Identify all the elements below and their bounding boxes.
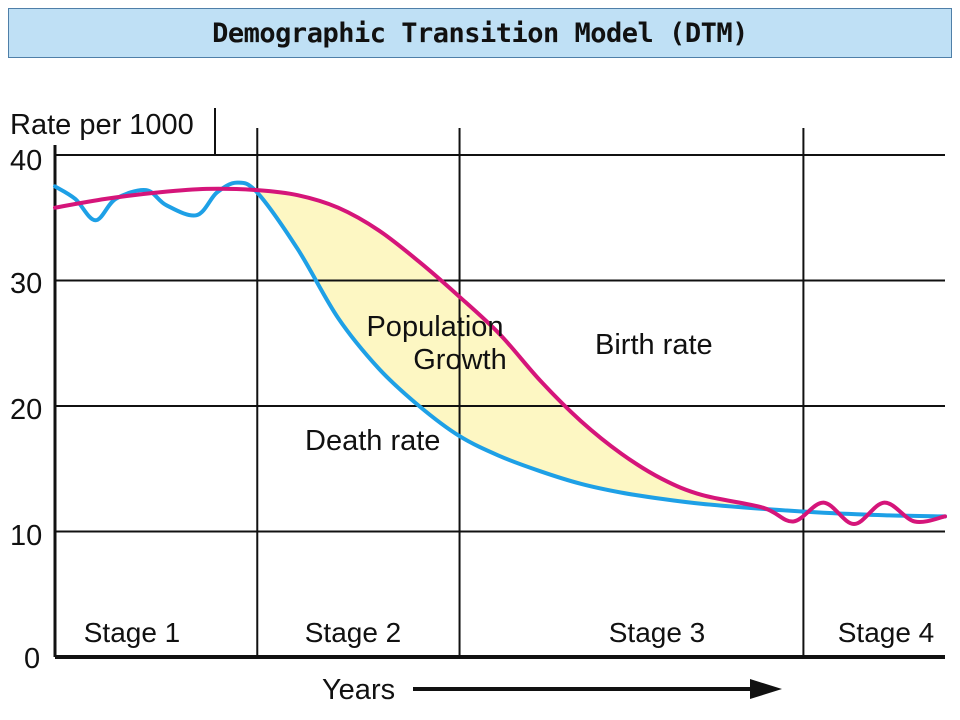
birth-rate-label: Birth rate [595, 329, 713, 361]
death-rate-line [53, 180, 947, 519]
y-tick-label: 30 [10, 268, 42, 300]
title-banner: Demographic Transition Model (DTM) [8, 8, 952, 58]
years-arrow [413, 679, 782, 699]
stage-label: Stage 4 [838, 617, 935, 648]
y-axis-label: Rate per 1000 [10, 109, 194, 141]
y-tick-label: 10 [10, 520, 42, 552]
stage-label: Stage 1 [84, 617, 181, 648]
birth-rate-line [53, 186, 947, 527]
population-growth-label: Population [366, 311, 503, 343]
grid [53, 108, 945, 659]
population-growth-area [257, 190, 800, 512]
y-tick-label: 40 [10, 145, 42, 177]
y-tick-label: 0 [24, 643, 40, 675]
x-axis-label: Years [322, 674, 395, 706]
death-rate-label: Death rate [305, 425, 440, 457]
stage-label: Stage 2 [305, 617, 402, 648]
population-growth-label: Growth [413, 344, 506, 376]
series-layer [53, 180, 947, 527]
y-tick-label: 20 [10, 394, 42, 426]
page-title: Demographic Transition Model (DTM) [212, 17, 748, 49]
stage-label: Stage 3 [609, 617, 706, 648]
text-layer: Rate per 1000 40 30 20 10 0 Stage 1 Stag… [10, 109, 934, 706]
